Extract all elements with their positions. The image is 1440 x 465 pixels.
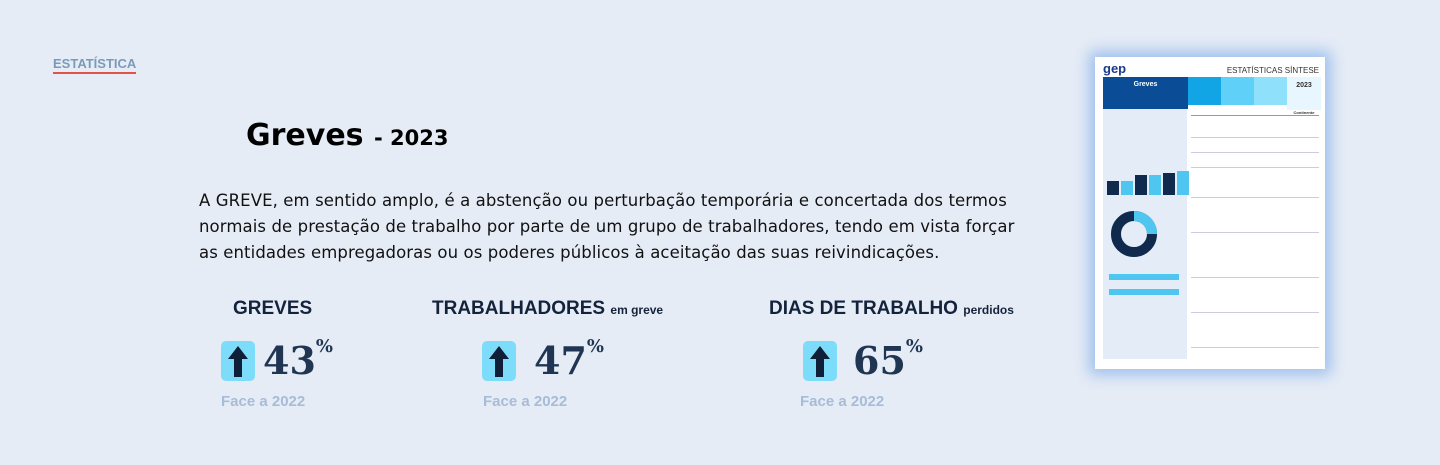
description: A GREVE, em sentido amplo, é a abstenção… [199,191,1015,262]
kpi-note: Face a 2022 [483,393,568,410]
doc-header: ESTATÍSTICAS SÍNTESE [1226,66,1319,75]
arrow-up-icon [221,340,255,381]
kpi-label: GREVES [233,298,313,319]
gep-logo: gep [1103,61,1127,76]
page-title: Greves - 2023 [246,118,448,153]
kpi-value: 65% [853,336,923,383]
doc-title-band: Greves(Relatório Único - Anexo E) 2023Co… [1103,77,1321,115]
doc-title: Greves [1133,81,1158,88]
arrow-up-icon [482,340,516,381]
category-link[interactable]: ESTATÍSTICA [53,56,137,74]
kpi-dias: DIAS DE TRABALHO perdidos 65% Face a 202… [769,298,1014,410]
doc-sidebar [1103,109,1189,359]
kpi-note: Face a 2022 [221,393,306,410]
title-year: - 2023 [373,126,449,150]
arrow-up-icon [803,340,837,381]
document-thumbnail[interactable]: gep ESTATÍSTICAS SÍNTESE Greves(Relatóri… [1095,57,1325,369]
kpi-trabalhadores: TRABALHADORES em greve 47% Face a 2022 [432,298,663,410]
kpi-value: 43% [263,336,333,383]
kpi-note: Face a 2022 [800,393,885,410]
kpi-label: TRABALHADORES em greve [432,298,664,319]
kpi-value: 47% [534,336,604,383]
title-text: Greves [246,118,364,153]
doc-region: Continente [1293,110,1315,115]
doc-year: 2023 [1296,82,1312,89]
kpi-greves: GREVES 43% Face a 2022 [221,298,333,410]
kpi-label: DIAS DE TRABALHO perdidos [769,298,1014,319]
